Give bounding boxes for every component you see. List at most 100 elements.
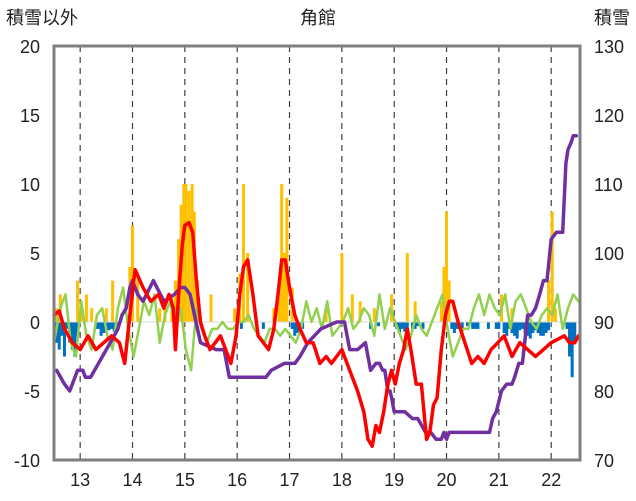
blue-bar bbox=[455, 322, 459, 329]
blue-bar bbox=[465, 322, 469, 327]
series-lines bbox=[52, 133, 581, 448]
orange-bar bbox=[111, 280, 115, 322]
blue-bar bbox=[112, 322, 116, 332]
right-tick-label: 90 bbox=[594, 313, 614, 333]
orange-bar bbox=[187, 190, 191, 322]
orange-bar bbox=[136, 273, 140, 322]
orange-bar bbox=[439, 301, 443, 322]
blue-bar bbox=[290, 322, 294, 329]
blue-bar bbox=[102, 322, 106, 334]
blue-bar bbox=[60, 322, 64, 336]
blue-bar bbox=[405, 322, 409, 329]
blue-bar bbox=[539, 322, 543, 336]
left-tick-label: 10 bbox=[20, 175, 40, 195]
right-tick-label: 100 bbox=[594, 244, 624, 264]
x-axis-ticks: 13 14 15 16 17 18 19 20 21 22 bbox=[70, 470, 561, 490]
blue-bar bbox=[541, 322, 545, 336]
blue-bar bbox=[494, 322, 498, 329]
blue-bar bbox=[528, 322, 532, 339]
blue-bar bbox=[547, 322, 551, 331]
x-tick-label: 16 bbox=[227, 470, 247, 490]
blue-bar bbox=[471, 322, 475, 329]
blue-bar bbox=[515, 322, 519, 339]
blue-bar bbox=[452, 322, 456, 334]
blue-bar bbox=[376, 322, 380, 327]
x-tick-label: 18 bbox=[332, 470, 352, 490]
orange-bar bbox=[280, 184, 284, 322]
green-series-line bbox=[52, 286, 580, 372]
orange-bar bbox=[282, 253, 286, 322]
right-axis-title: 積雪 bbox=[594, 8, 630, 29]
right-tick-label: 120 bbox=[594, 106, 624, 126]
blue-bar bbox=[450, 322, 454, 329]
orange-bar bbox=[445, 211, 449, 322]
orange-bar bbox=[324, 308, 328, 322]
orange-bar bbox=[84, 294, 88, 322]
orange-bar bbox=[104, 308, 108, 322]
x-tick-label: 19 bbox=[384, 470, 404, 490]
left-tick-label: -5 bbox=[24, 382, 40, 402]
blue-bar bbox=[413, 322, 417, 329]
orange-bar bbox=[182, 184, 186, 322]
x-tick-label: 13 bbox=[70, 470, 90, 490]
blue-bar bbox=[403, 322, 407, 332]
orange-bar bbox=[173, 280, 177, 322]
blue-bars bbox=[52, 322, 577, 378]
blue-bar bbox=[295, 322, 299, 334]
blue-bar bbox=[505, 322, 509, 336]
right-tick-label: 80 bbox=[594, 382, 614, 402]
blue-bar bbox=[502, 322, 506, 334]
left-tick-label: 0 bbox=[30, 313, 40, 333]
chart-title: 角館 bbox=[300, 8, 336, 29]
orange-bar bbox=[79, 308, 83, 322]
blue-bar bbox=[239, 322, 243, 329]
orange-bar bbox=[76, 280, 80, 322]
orange-bar bbox=[442, 266, 446, 322]
orange-bar bbox=[390, 294, 394, 322]
left-axis-title: 積雪以外 bbox=[6, 8, 78, 29]
blue-bar bbox=[473, 322, 477, 329]
blue-bar bbox=[486, 322, 490, 329]
blue-bar bbox=[476, 322, 480, 329]
blue-bar bbox=[107, 322, 111, 331]
orange-bar bbox=[90, 308, 94, 322]
blue-bar bbox=[261, 322, 265, 329]
blue-bar bbox=[513, 322, 517, 336]
orange-bar bbox=[158, 308, 162, 322]
x-tick-label: 14 bbox=[122, 470, 142, 490]
plot-frame bbox=[52, 44, 582, 462]
orange-bar bbox=[190, 184, 194, 322]
orange-bar bbox=[209, 294, 213, 322]
red-series-line bbox=[52, 220, 581, 448]
blue-bar bbox=[510, 322, 514, 334]
x-tick-label: 15 bbox=[175, 470, 195, 490]
blue-bar bbox=[96, 322, 100, 329]
blue-bar bbox=[70, 322, 74, 350]
left-tick-label: 5 bbox=[30, 244, 40, 264]
x-tick-label: 20 bbox=[437, 470, 457, 490]
blue-bar bbox=[460, 322, 464, 329]
blue-bar bbox=[544, 322, 548, 334]
blue-bar bbox=[400, 322, 404, 329]
blue-bar bbox=[568, 322, 572, 357]
right-tick-label: 130 bbox=[594, 37, 624, 57]
blue-bar bbox=[110, 322, 114, 329]
blue-bar bbox=[293, 322, 297, 336]
blue-bar bbox=[397, 322, 401, 334]
blue-bar bbox=[99, 322, 103, 336]
orange-bar bbox=[131, 225, 135, 322]
orange-bar bbox=[372, 308, 376, 322]
blue-bar bbox=[62, 322, 66, 357]
orange-bar bbox=[547, 280, 551, 322]
x-tick-label: 17 bbox=[280, 470, 300, 490]
orange-bar bbox=[553, 308, 557, 322]
orange-bar bbox=[413, 301, 417, 322]
orange-bar bbox=[405, 253, 409, 322]
orange-bar bbox=[233, 308, 237, 322]
right-tick-label: 110 bbox=[594, 175, 623, 195]
left-axis-ticks: -10 -5 0 5 10 15 20 bbox=[14, 37, 40, 471]
blue-bar bbox=[65, 322, 69, 329]
orange-bar bbox=[550, 211, 554, 322]
x-tick-label: 22 bbox=[541, 470, 561, 490]
